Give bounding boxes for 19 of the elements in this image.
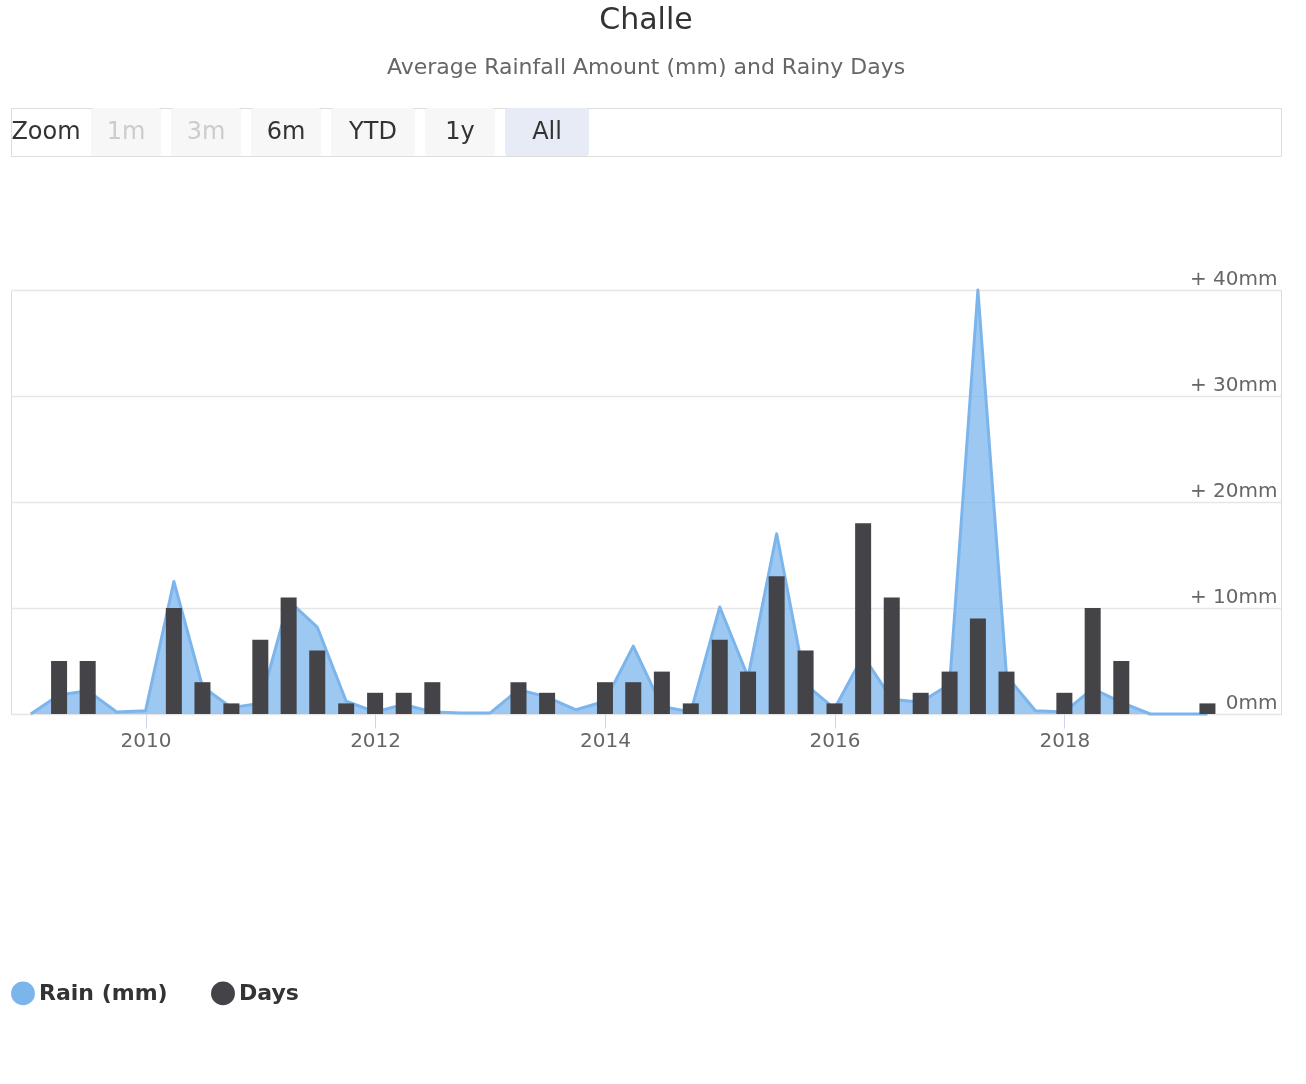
text: YTD: [348, 117, 397, 145]
chart-subtitle: Average Rainfall Amount (mm) and Rainy Days: [386, 53, 906, 79]
text: 6m: [266, 117, 306, 145]
x-tick-label: 2018: [1039, 727, 1091, 752]
y-tick-label: + 20mm: [1189, 477, 1278, 502]
y-tick-label: + 30mm: [1189, 371, 1278, 396]
chart-title: Challe: [599, 0, 693, 36]
y-tick-label: + 40mm: [1189, 265, 1278, 290]
x-tick-label: 2012: [350, 727, 402, 752]
legend-label: Rain (mm): [39, 980, 168, 1006]
text: All: [532, 117, 562, 145]
text: Zoom: [11, 117, 81, 145]
x-tick-label: 2010: [120, 727, 172, 752]
y-tick-label: + 10mm: [1189, 583, 1278, 608]
legend-label: Days: [239, 980, 299, 1006]
text: 1y: [445, 117, 475, 145]
x-tick-label: 2014: [580, 727, 631, 752]
y-tick-label: 0mm: [1225, 689, 1278, 714]
x-tick-label: 2016: [809, 727, 861, 752]
